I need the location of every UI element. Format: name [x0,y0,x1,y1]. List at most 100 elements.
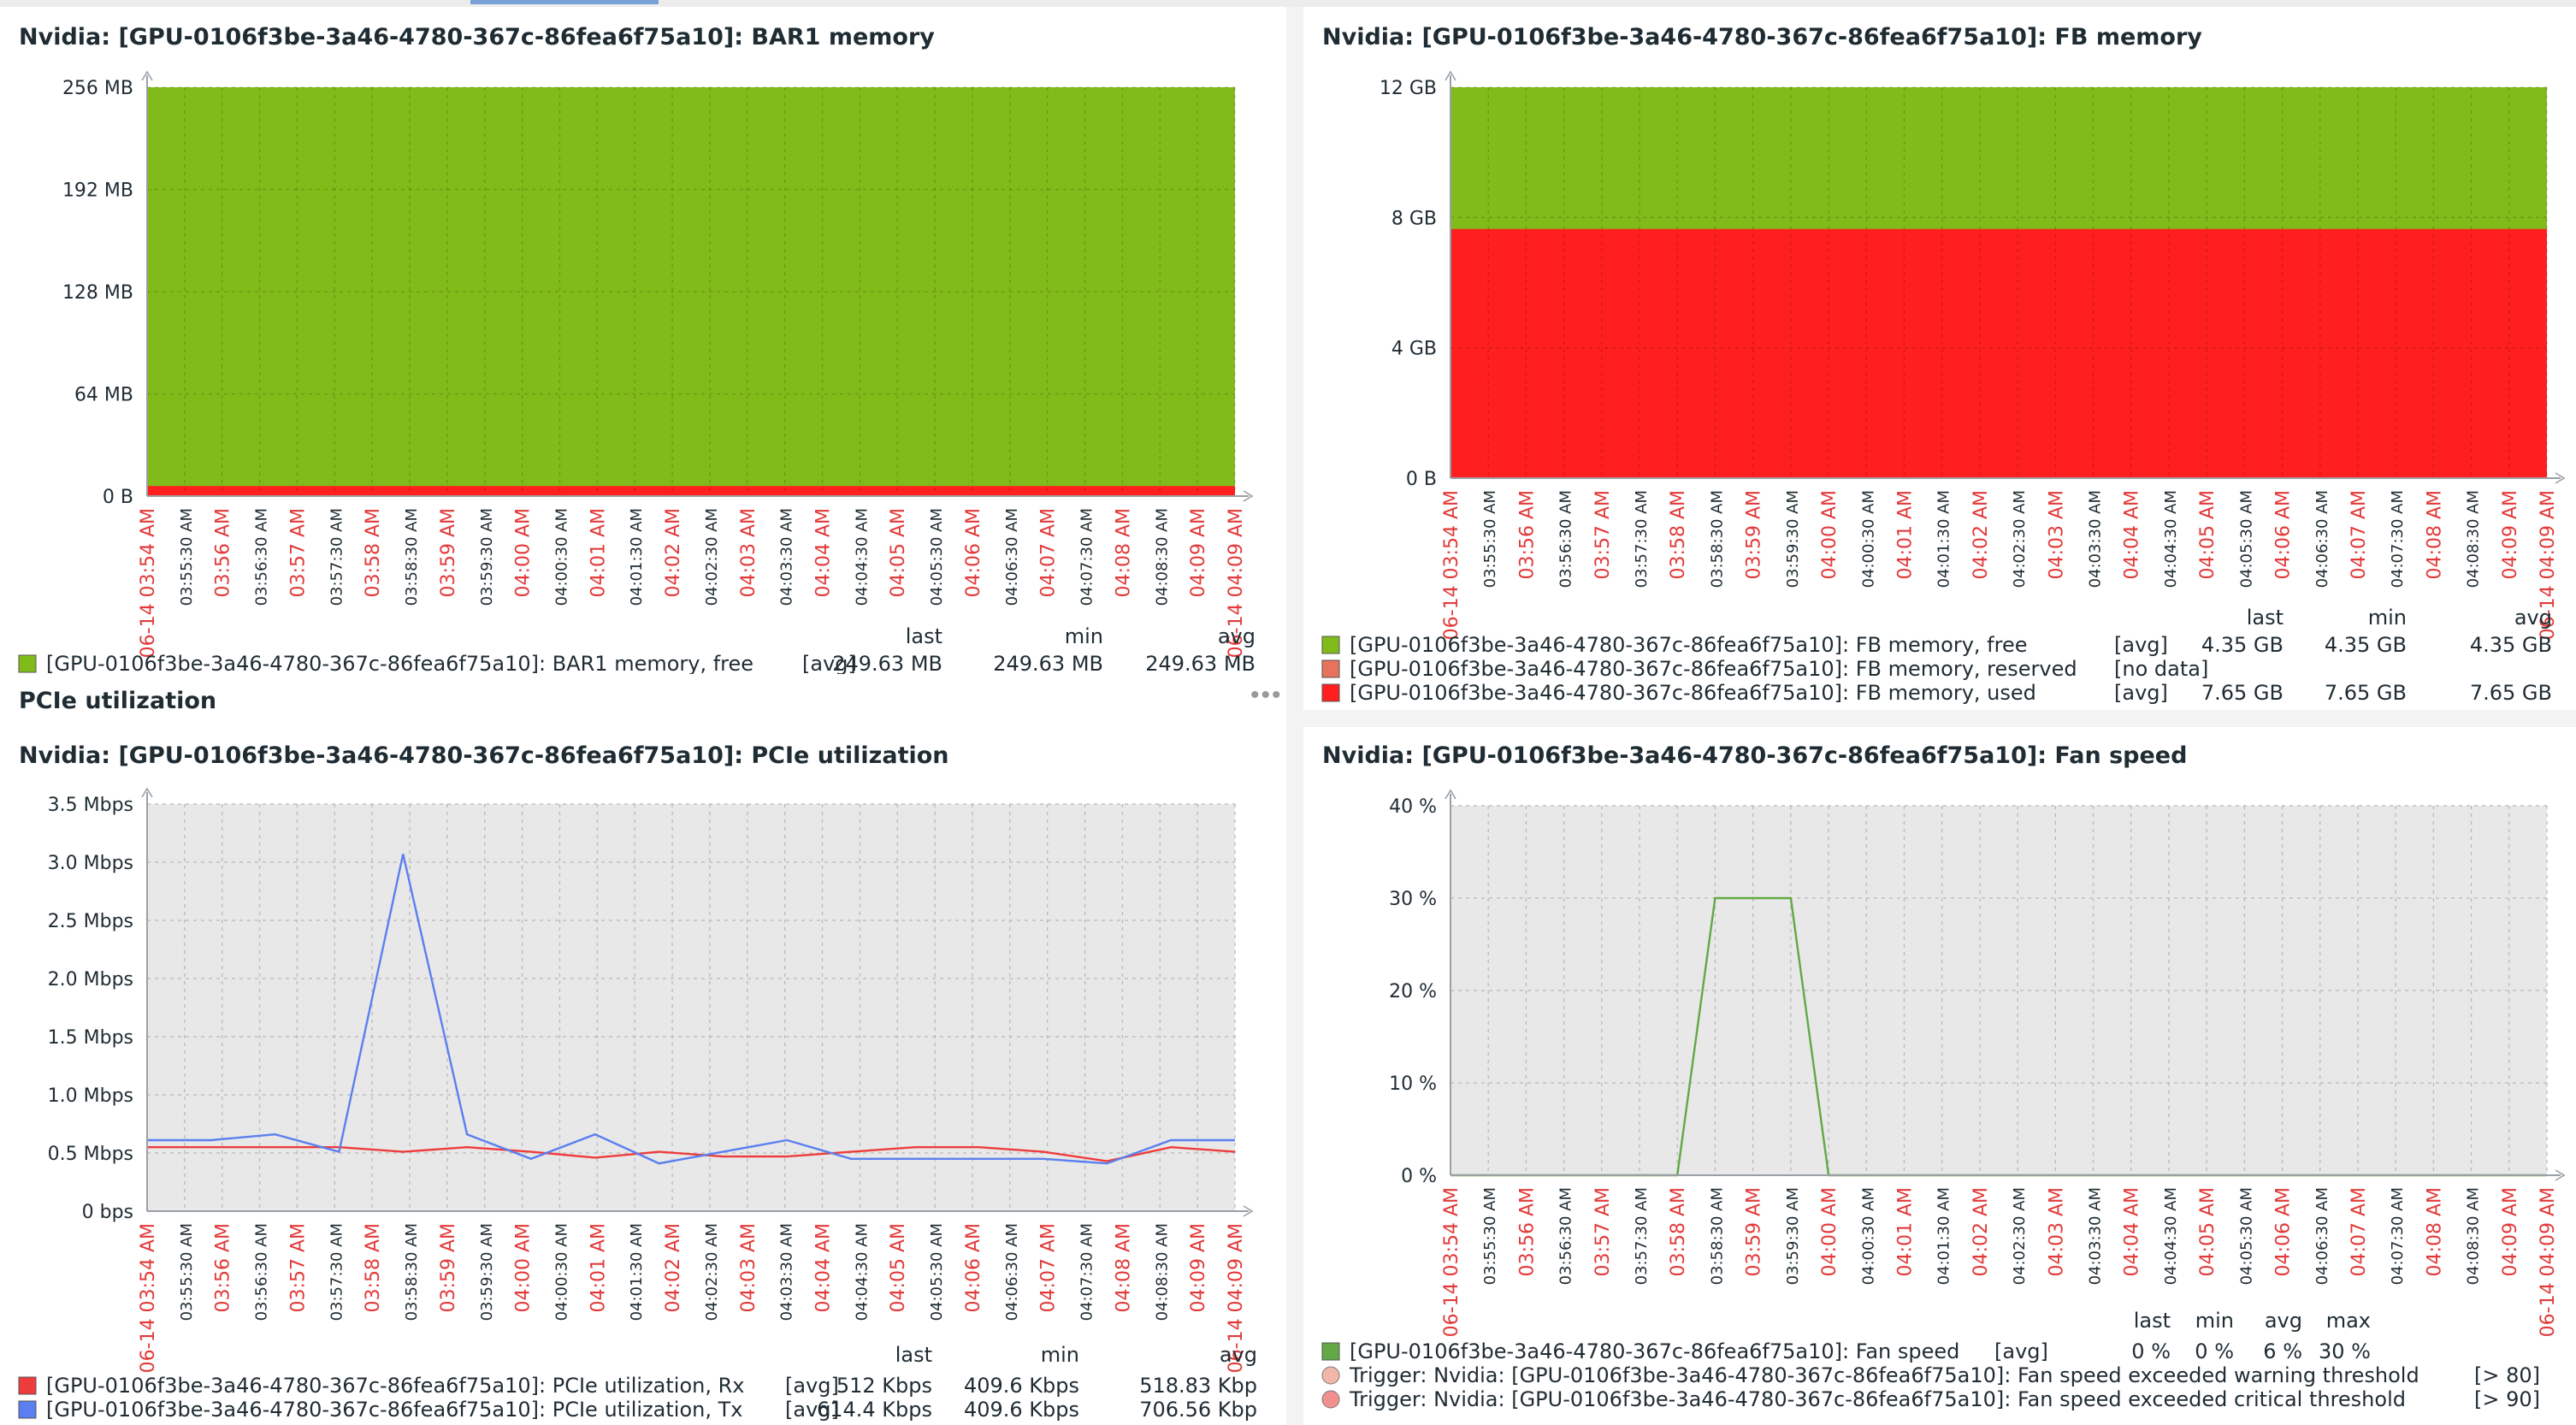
trigger-icon [1321,1366,1340,1385]
legend-value-min: 7.65 GB [2325,681,2407,705]
x-tick-label: 03:57 AM [1592,1187,1614,1276]
section-title: PCIe utilization [19,688,217,714]
trigger-icon [1321,1390,1340,1409]
legend-swatch [1321,636,1340,654]
x-tick-label: 04:08 AM [2424,490,2445,579]
x-tick-label: 04:04 AM [813,1223,835,1312]
x-tick-label: 04:06 AM [2273,490,2295,579]
y-tick-label: 3.0 Mbps [48,853,133,874]
legend-value-min: 4.35 GB [2325,633,2407,657]
x-tick-label: 04:04:30 AM [853,1223,871,1321]
y-tick-label: 2.0 Mbps [48,969,133,990]
trigger-label: Trigger: Nvidia: [GPU-0106f3be-3a46-4780… [1349,1363,2419,1387]
legend-header-avg: avg [1218,624,1256,648]
x-tick-label: 03:56:30 AM [253,1223,271,1321]
legend-value-last: 7.65 GB [2201,681,2284,705]
x-tick-label: 04:05 AM [888,1223,909,1312]
y-tick-label: 3.5 Mbps [48,795,133,816]
legend-value-min: 249.63 MB [993,652,1103,674]
legend-label: [GPU-0106f3be-3a46-4780-367c-86fea6f75a1… [46,1374,744,1398]
x-tick-label: 06-14 04:09 AM [2538,1187,2559,1337]
legend-value-avg: 6 % [2263,1339,2302,1363]
legend-header-avg: avg [2514,606,2552,630]
x-tick-label: 04:08 AM [2424,1187,2445,1276]
x-tick-label: 04:08 AM [1113,1223,1134,1312]
line-series-gpu-0106f3be-3a46-4780-367c-86fea6f75a10-pcie-utilization-tx [147,854,1235,1165]
widget-title: Nvidia: [GPU-0106f3be-3a46-4780-367c-86f… [19,742,949,769]
widget-title: Nvidia: [GPU-0106f3be-3a46-4780-367c-86f… [1322,742,2188,769]
x-axis-arrow [1243,1205,1254,1217]
area-series-1 [1450,87,2547,229]
y-axis-arrow [1445,70,1456,81]
legend-header-min: min [1065,624,1103,648]
y-tick-label: 128 MB [62,282,133,304]
x-tick-label: 06-14 03:54 AM [1441,1187,1462,1337]
legend-swatch [18,1376,37,1395]
x-tick-label: 04:00 AM [1819,490,1840,579]
x-tick-label: 04:04 AM [813,508,835,597]
x-tick-label: 04:02 AM [1970,490,1992,579]
x-tick-label: 04:02 AM [663,508,684,597]
x-tick-label: 04:04:30 AM [853,508,871,606]
x-tick-label: 04:02:30 AM [703,1223,721,1321]
x-axis-arrow [1243,490,1254,502]
x-tick-label: 03:58 AM [1668,490,1689,579]
legend-header-last: last [2247,606,2284,630]
x-tick-label: 04:06:30 AM [1003,508,1021,606]
legend-value-min: 409.6 Kbps [964,1374,1079,1398]
x-tick-label: 04:00:30 AM [1859,490,1877,588]
x-tick-label: 06-14 03:54 AM [138,508,159,658]
x-tick-label: 04:05:30 AM [928,508,946,606]
legend-header-last: last [906,624,942,648]
x-tick-label: 04:00 AM [1819,1187,1840,1276]
section-header-pcie: PCIe utilization ••• [0,674,1286,728]
x-tick-label: 06-14 04:09 AM [1226,1223,1247,1373]
x-tick-label: 04:03:30 AM [2087,1187,2105,1285]
x-tick-label: 03:59 AM [1744,1187,1765,1276]
trigger-threshold: [> 80] [2474,1363,2540,1387]
y-tick-label: 0 bps [82,1202,133,1223]
legend-value-avg: 706.56 Kbp [1139,1398,1257,1422]
x-tick-label: 04:05 AM [2197,1187,2219,1276]
x-tick-label: 03:59:30 AM [478,508,496,606]
x-tick-label: 04:03 AM [2046,1187,2067,1276]
x-tick-label: 04:07:30 AM [2389,1187,2407,1285]
legend-func: [avg] [2114,681,2168,705]
x-tick-label: 04:01 AM [1894,490,1916,579]
legend-value-avg: 249.63 MB [1145,652,1256,674]
legend-label: [GPU-0106f3be-3a46-4780-367c-86fea6f75a1… [46,652,753,674]
x-tick-label: 03:58 AM [363,1223,384,1312]
y-tick-label: 2.5 Mbps [48,911,133,932]
legend-func: [avg] [1994,1339,2048,1363]
y-tick-label: 8 GB [1391,208,1437,229]
x-tick-label: 04:01:30 AM [628,1223,646,1321]
legend-label: [GPU-0106f3be-3a46-4780-367c-86fea6f75a1… [1350,633,2028,657]
trigger-label: Trigger: Nvidia: [GPU-0106f3be-3a46-4780… [1349,1387,2406,1411]
x-tick-label: 04:07:30 AM [1078,508,1096,606]
x-tick-label: 04:07 AM [1038,508,1060,597]
y-tick-label: 40 % [1389,796,1437,818]
pcie-utilization-chart: 3.5 Mbps 3.0 Mbps 2.5 Mbps 2.0 Mbps 1.5 Mbps… [18,787,1257,1422]
more-dots-icon[interactable]: ••• [1250,681,1283,709]
x-tick-label: 04:08:30 AM [2465,490,2483,588]
x-axis-arrow [2555,1169,2566,1181]
x-tick-label: 04:05 AM [888,508,909,597]
legend-header-min: min [2368,606,2407,630]
x-tick-label: 04:00:30 AM [552,1223,570,1321]
x-tick-label: 04:01:30 AM [1935,1187,1953,1285]
x-tick-label: 04:07 AM [1038,1223,1060,1312]
x-tick-label: 04:03 AM [738,508,759,597]
x-tick-label: 03:57:30 AM [328,508,346,606]
x-tick-label: 04:03 AM [2046,490,2067,579]
x-tick-label: 04:05:30 AM [928,1223,946,1321]
x-axis-arrow [2555,472,2566,484]
bar1-memory-chart: 256 MB 192 MB 128 MB 64 MB 0 B06-14 03:54 AM… [18,70,1256,674]
widget-title: Nvidia: [GPU-0106f3be-3a46-4780-367c-86f… [19,24,935,50]
x-tick-label: 06-14 03:54 AM [1441,490,1462,640]
fan-speed-chart: 40 %30 %20 %10 %0 %06-14 03:54 AM 03:55:3… [1321,789,2566,1411]
legend-value-min: 0 % [2195,1339,2234,1363]
x-tick-label: 04:01:30 AM [1935,490,1953,588]
y-tick-label: 30 % [1389,889,1437,910]
y-tick-label: 0 B [1406,469,1437,490]
legend-func: [avg] [785,1374,839,1398]
